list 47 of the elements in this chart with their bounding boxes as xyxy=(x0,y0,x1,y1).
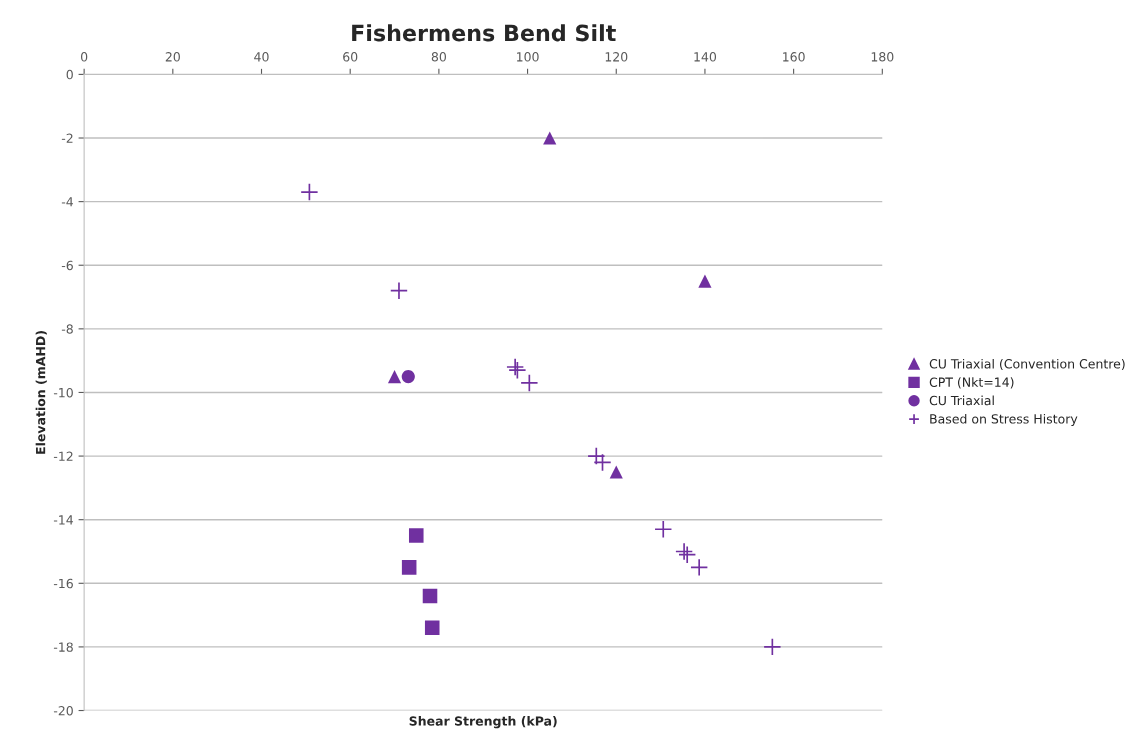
y-tick-label: -4 xyxy=(61,197,74,207)
x-tick-label: 160 xyxy=(783,52,805,62)
point xyxy=(424,620,440,636)
point xyxy=(408,528,424,543)
y-tick-label: -10 xyxy=(53,387,73,398)
x-tick-label: 120 xyxy=(605,52,628,62)
point xyxy=(654,520,673,539)
x-tick-label: 140 xyxy=(694,52,717,62)
point xyxy=(401,560,417,575)
y-tick-label: -18 xyxy=(53,642,73,652)
x-tick-label: 20 xyxy=(165,52,180,62)
point xyxy=(387,369,402,384)
x-tick-label: 60 xyxy=(343,52,358,62)
point xyxy=(587,447,606,466)
point xyxy=(422,588,438,604)
point xyxy=(698,274,712,288)
x-axis-title: Shear Strength (kPa) xyxy=(409,716,557,729)
legend-label: Based on Stress History xyxy=(930,413,1078,427)
point xyxy=(508,361,527,380)
x-tick-label: 80 xyxy=(431,52,446,62)
legend-label: CU Triaxial (Convention Centre) xyxy=(929,358,1125,371)
y-tick-label: -16 xyxy=(53,578,73,589)
y-tick-label: -8 xyxy=(61,324,73,334)
y-tick-label: -14 xyxy=(53,515,74,525)
legend-label: CU Triaxial xyxy=(929,395,994,406)
y-tick-label: -12 xyxy=(53,451,73,461)
y-tick-label: -6 xyxy=(61,260,73,271)
legend-label: CPT (Nkt=14) xyxy=(929,377,1014,389)
point xyxy=(389,281,409,300)
y-tick-label: -2 xyxy=(61,133,73,143)
point xyxy=(609,465,623,479)
y-axis-title: Elevation (mAHD) xyxy=(35,331,47,454)
point xyxy=(763,637,782,656)
point xyxy=(690,558,709,577)
x-tick-label: 100 xyxy=(517,52,539,62)
x-tick-label: 180 xyxy=(871,52,894,62)
y-tick-label: -20 xyxy=(53,705,73,716)
point xyxy=(300,183,319,202)
point xyxy=(401,369,415,384)
point xyxy=(543,131,557,145)
chart-title: Fishermens Bend Silt xyxy=(352,24,616,42)
point xyxy=(506,357,525,377)
y-tick-label: 0 xyxy=(66,69,73,80)
point xyxy=(593,453,612,472)
x-tick-label: 40 xyxy=(254,52,269,62)
x-tick-label: 0 xyxy=(80,52,88,62)
point xyxy=(520,373,539,392)
